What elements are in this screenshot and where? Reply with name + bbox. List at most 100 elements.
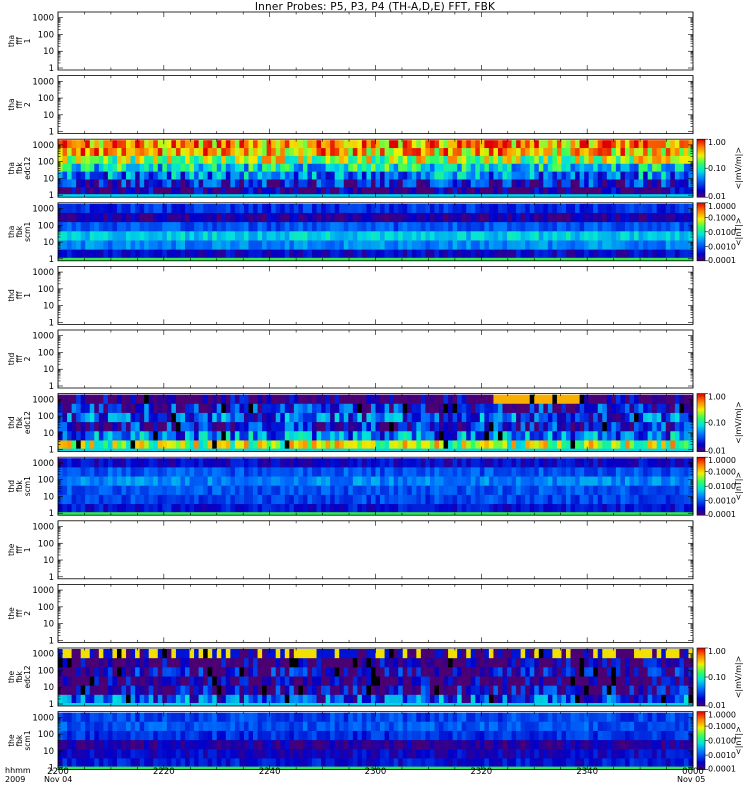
heatmap-cell <box>402 155 408 165</box>
heatmap-cell <box>189 658 195 668</box>
heatmap-cell <box>652 394 658 405</box>
heatmap-cell <box>638 458 644 468</box>
heatmap-cell <box>76 685 82 696</box>
heatmap-cell <box>575 403 581 414</box>
heatmap-cell <box>221 231 227 241</box>
heatmap-cell <box>579 187 585 196</box>
panel-label: thd fff 2 <box>7 353 32 366</box>
heatmap-cell <box>116 431 122 441</box>
heatmap-cell <box>552 240 558 251</box>
heatmap-cell <box>629 249 635 260</box>
heatmap-cell <box>584 422 590 432</box>
heatmap-cell <box>561 403 567 414</box>
heatmap-cell <box>479 494 485 505</box>
heatmap-cell <box>157 649 163 659</box>
heatmap-cell <box>674 212 680 223</box>
heatmap-cell <box>398 171 404 180</box>
heatmap-cell <box>579 412 585 423</box>
heatmap-cell <box>420 412 426 423</box>
heatmap-cell <box>80 171 86 180</box>
heatmap-cell <box>284 171 290 180</box>
heatmap-cell <box>257 179 263 188</box>
heatmap-cell <box>520 240 526 251</box>
heatmap-cell <box>185 140 190 149</box>
heatmap-cell <box>561 494 567 505</box>
heatmap-cell <box>298 467 304 477</box>
heatmap-cell <box>588 212 594 223</box>
heatmap-cell <box>307 403 313 414</box>
heatmap-cell <box>330 504 336 514</box>
heatmap-cell <box>58 231 63 241</box>
heatmap-cell <box>339 171 345 180</box>
heatmap-cell <box>484 440 490 450</box>
heatmap-cell <box>284 458 290 468</box>
heatmap-cell <box>221 667 227 677</box>
heatmap-cell <box>257 171 263 180</box>
heatmap-cell <box>348 504 354 514</box>
heatmap-cell <box>225 685 231 696</box>
heatmap-cell <box>284 440 290 450</box>
heatmap-cell <box>162 658 168 668</box>
heatmap-cell <box>89 249 95 260</box>
heatmap-cell <box>343 403 349 414</box>
heatmap-cell <box>139 649 145 659</box>
heatmap-cell <box>284 155 290 165</box>
heatmap-cell <box>257 394 263 405</box>
heatmap-cell <box>398 203 404 214</box>
heatmap-cell <box>85 694 91 705</box>
heatmap-cell <box>185 504 190 514</box>
heatmap-cell <box>479 163 485 173</box>
heatmap-cell <box>488 171 494 180</box>
heatmap-cell <box>67 494 73 505</box>
heatmap-cell <box>352 431 358 441</box>
heatmap-cell <box>629 467 635 477</box>
heatmap-cell <box>652 467 658 477</box>
heatmap-cell <box>298 222 304 232</box>
heatmap-cell <box>153 685 159 696</box>
heatmap-cell <box>203 412 209 423</box>
heatmap-cell <box>357 231 363 241</box>
heatmap-cell <box>112 394 118 405</box>
heatmap-cell <box>343 422 349 432</box>
heatmap-cell <box>94 458 100 468</box>
heatmap-cell <box>547 403 553 414</box>
heatmap-cell <box>80 458 86 468</box>
heatmap-cell <box>497 249 503 260</box>
heatmap-cell <box>107 249 113 260</box>
heatmap-cell <box>375 187 381 196</box>
heatmap-cell <box>289 412 295 423</box>
heatmap-cell <box>615 458 621 468</box>
heatmap-cell <box>683 485 689 496</box>
heatmap-cell <box>194 140 200 149</box>
heatmap-cell <box>89 649 95 659</box>
heatmap-cell <box>157 458 163 468</box>
heatmap-cell <box>121 676 127 687</box>
heatmap-cell <box>665 431 671 441</box>
panel-label: tha fff 2 <box>7 98 32 110</box>
heatmap-cell <box>130 222 136 232</box>
heatmap-cell <box>361 222 367 232</box>
heatmap-cell <box>656 203 662 214</box>
heatmap-cell <box>620 422 626 432</box>
heatmap-cell <box>484 394 490 405</box>
heatmap-cell <box>584 431 590 441</box>
panel-label-line: fbk <box>15 162 24 174</box>
heatmap-cell <box>389 249 395 260</box>
heatmap-cell <box>103 394 109 405</box>
heatmap-cell <box>153 140 159 149</box>
heatmap-cell <box>652 140 658 149</box>
heatmap-cell <box>321 394 327 405</box>
heatmap-cell <box>683 412 689 423</box>
heatmap-cell <box>665 440 671 450</box>
heatmap-cell <box>94 649 100 659</box>
heatmap-cell <box>552 485 558 496</box>
heatmap-cell <box>507 458 512 468</box>
heatmap-cell <box>85 171 91 180</box>
heatmap-cell <box>357 163 363 173</box>
heatmap-cell <box>448 148 454 157</box>
heatmap-cell <box>352 203 358 214</box>
heatmap-cell <box>534 231 540 241</box>
heatmap-cell <box>448 231 454 241</box>
heatmap-cell <box>529 394 535 405</box>
heatmap-cell <box>162 231 168 241</box>
